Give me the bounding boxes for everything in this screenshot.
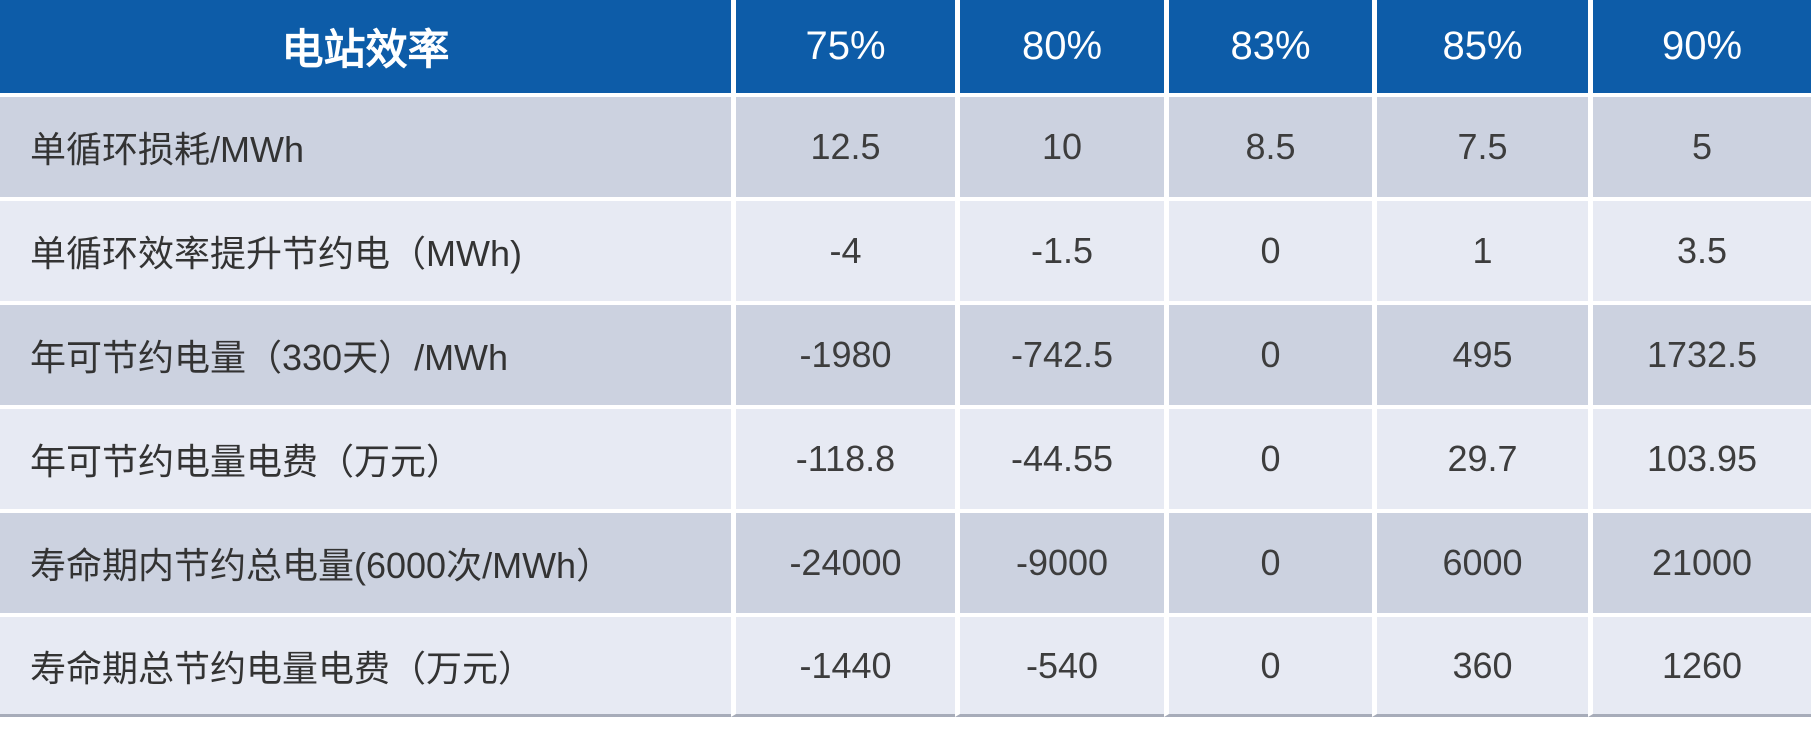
data-cell: -24000 (731, 509, 955, 613)
data-cell: 103.95 (1588, 405, 1811, 509)
data-cell: 3.5 (1588, 197, 1811, 301)
data-cell: -540 (955, 613, 1164, 717)
table-row: 单循环效率提升节约电（MWh) -4 -1.5 0 1 3.5 (0, 197, 1811, 301)
data-cell: 0 (1164, 613, 1372, 717)
efficiency-table: 电站效率 75% 80% 83% 85% 90% 单循环损耗/MWh 12.5 … (0, 0, 1811, 717)
data-cell: 0 (1164, 197, 1372, 301)
data-cell: 21000 (1588, 509, 1811, 613)
row-label: 单循环效率提升节约电（MWh) (0, 197, 731, 301)
column-header-75: 75% (731, 0, 955, 93)
data-cell: 6000 (1372, 509, 1588, 613)
table-row: 年可节约电量（330天）/MWh -1980 -742.5 0 495 1732… (0, 301, 1811, 405)
data-cell: 10 (955, 93, 1164, 197)
table-header: 电站效率 75% 80% 83% 85% 90% (0, 0, 1811, 93)
data-cell: 8.5 (1164, 93, 1372, 197)
column-header-83: 83% (1164, 0, 1372, 93)
table-row: 寿命期内节约总电量(6000次/MWh） -24000 -9000 0 6000… (0, 509, 1811, 613)
data-cell: 1260 (1588, 613, 1811, 717)
table-body: 单循环损耗/MWh 12.5 10 8.5 7.5 5 单循环效率提升节约电（M… (0, 93, 1811, 717)
data-cell: 5 (1588, 93, 1811, 197)
data-cell: 0 (1164, 301, 1372, 405)
data-cell: 0 (1164, 509, 1372, 613)
data-cell: -9000 (955, 509, 1164, 613)
data-cell: -1440 (731, 613, 955, 717)
header-row: 电站效率 75% 80% 83% 85% 90% (0, 0, 1811, 93)
column-header-90: 90% (1588, 0, 1811, 93)
data-cell: 1732.5 (1588, 301, 1811, 405)
data-cell: 1 (1372, 197, 1588, 301)
row-label: 寿命期内节约总电量(6000次/MWh） (0, 509, 731, 613)
data-cell: 29.7 (1372, 405, 1588, 509)
table-row: 寿命期总节约电量电费（万元） -1440 -540 0 360 1260 (0, 613, 1811, 717)
data-cell: -4 (731, 197, 955, 301)
header-title-cell: 电站效率 (0, 0, 731, 93)
data-cell: -44.55 (955, 405, 1164, 509)
row-label: 寿命期总节约电量电费（万元） (0, 613, 731, 717)
data-cell: 7.5 (1372, 93, 1588, 197)
data-cell: 360 (1372, 613, 1588, 717)
data-cell: 12.5 (731, 93, 955, 197)
data-cell: -1980 (731, 301, 955, 405)
data-cell: -118.8 (731, 405, 955, 509)
data-cell: 495 (1372, 301, 1588, 405)
data-cell: -1.5 (955, 197, 1164, 301)
row-label: 单循环损耗/MWh (0, 93, 731, 197)
row-label: 年可节约电量电费（万元） (0, 405, 731, 509)
column-header-85: 85% (1372, 0, 1588, 93)
data-cell: 0 (1164, 405, 1372, 509)
column-header-80: 80% (955, 0, 1164, 93)
table-row: 单循环损耗/MWh 12.5 10 8.5 7.5 5 (0, 93, 1811, 197)
row-label: 年可节约电量（330天）/MWh (0, 301, 731, 405)
table-row: 年可节约电量电费（万元） -118.8 -44.55 0 29.7 103.95 (0, 405, 1811, 509)
data-cell: -742.5 (955, 301, 1164, 405)
